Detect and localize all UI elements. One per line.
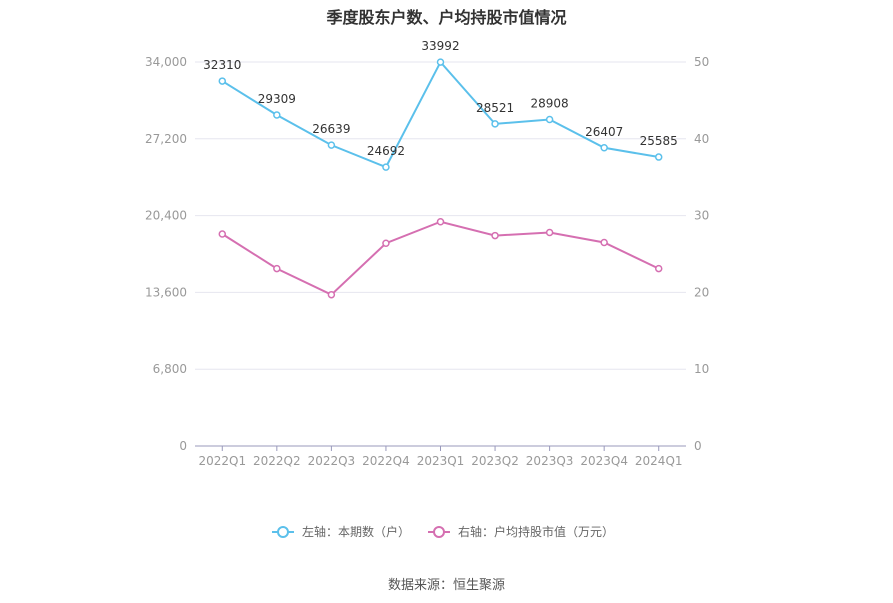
series-2-point <box>654 264 663 273</box>
left-axis-tick-label: 13,600 <box>145 285 187 299</box>
series-2-point <box>491 231 499 240</box>
x-axis-tick-label: 2023Q1 <box>417 454 465 468</box>
series-1-point <box>327 141 336 149</box>
series-1-point <box>600 144 608 152</box>
series-1-point <box>382 163 390 171</box>
right-axis-tick-label: 30 <box>694 209 709 223</box>
data-label: 29309 <box>258 92 296 106</box>
x-axis-tick-label: 2022Q4 <box>362 454 410 468</box>
legend-marker-icon <box>433 526 445 538</box>
series-2-point <box>382 239 390 247</box>
series-2-point <box>545 228 554 237</box>
data-label: 28521 <box>476 101 514 115</box>
series-1-point <box>273 111 281 119</box>
data-label: 26639 <box>312 122 350 136</box>
x-axis-tick-label: 2023Q2 <box>471 454 519 468</box>
series-1-point <box>436 58 445 66</box>
left-axis-tick-label: 27,200 <box>145 132 187 146</box>
series-1-point <box>654 153 663 161</box>
right-axis-tick-label: 40 <box>694 132 709 146</box>
x-axis-tick-label: 2023Q3 <box>526 454 574 468</box>
right-axis-tick-label: 20 <box>694 285 709 299</box>
legend-label: 右轴：户均持股市值（万元） <box>458 524 614 539</box>
left-axis-tick-label: 20,400 <box>145 209 187 223</box>
left-axis-tick-label: 34,000 <box>145 55 187 69</box>
series-1-point <box>491 120 499 128</box>
chart-title: 季度股东户数、户均持股市值情况 <box>326 8 567 27</box>
series-2-point <box>600 238 608 247</box>
source-note: 数据来源：恒生聚源 <box>387 578 505 593</box>
x-axis-tick-label: 2024Q1 <box>635 454 683 468</box>
right-axis-tick-label: 50 <box>694 55 709 69</box>
data-label: 26407 <box>585 125 623 139</box>
right-axis-tick-label: 0 <box>694 439 702 453</box>
series-2-point <box>436 217 445 226</box>
legend-label: 左轴：本期数（户） <box>302 524 410 539</box>
x-axis-tick-label: 2023Q4 <box>580 454 628 468</box>
x-axis-tick-label: 2022Q3 <box>308 454 356 468</box>
series-2-point <box>218 230 227 238</box>
data-label: 32310 <box>203 58 241 72</box>
series-line-2 <box>221 220 660 296</box>
series-2-point <box>273 264 281 273</box>
data-label: 28908 <box>531 97 569 111</box>
right-axis-tick-label: 10 <box>694 362 709 376</box>
series-2-point <box>327 290 336 299</box>
x-axis-tick-label: 2022Q2 <box>253 454 301 468</box>
series-line-1 <box>221 60 659 169</box>
left-axis-tick-label: 6,800 <box>153 362 187 376</box>
data-label: 25585 <box>640 134 678 148</box>
series-1-point <box>545 115 554 124</box>
left-axis-tick-label: 0 <box>179 439 187 453</box>
series-1-point <box>218 77 227 85</box>
data-label: 24692 <box>367 144 405 158</box>
data-label: 33992 <box>421 39 459 53</box>
x-axis-tick-label: 2022Q1 <box>198 454 246 468</box>
legend-marker-icon <box>277 526 289 538</box>
